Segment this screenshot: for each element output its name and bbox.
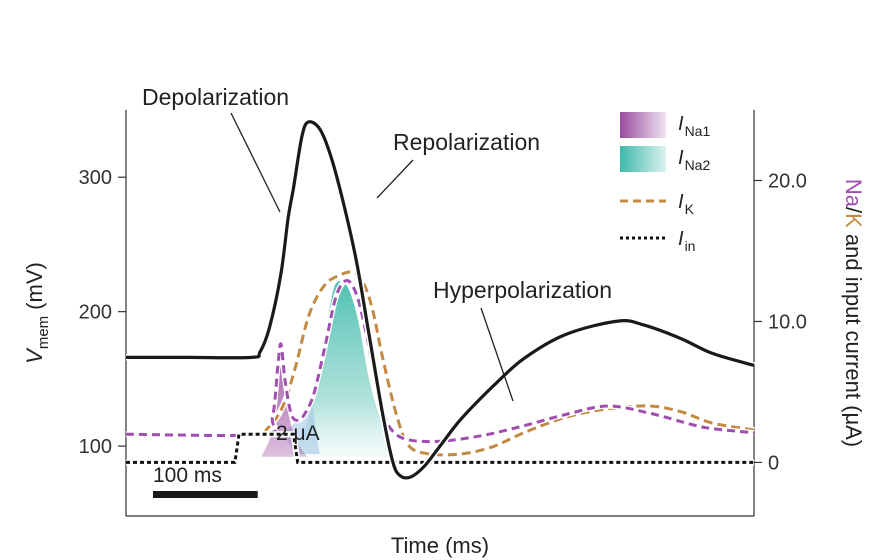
legend: INa1 INa2 IK Iin xyxy=(620,112,710,254)
right-tick-label: 20.0 xyxy=(768,170,807,192)
vmem-line xyxy=(126,120,755,480)
annotation-repolarization: Repolarization xyxy=(393,129,540,155)
series-lines xyxy=(125,118,755,482)
left-tick-label: 200 xyxy=(79,302,112,324)
right-axis-label: Na/K and input current (μA) xyxy=(841,179,866,447)
scale-bar xyxy=(153,491,258,498)
annotation-depolarization: Depolarization xyxy=(142,84,289,110)
annotation-hyperpolarization-pointer xyxy=(480,307,514,402)
x-axis-label: Time (ms) xyxy=(391,533,489,558)
legend-swatch-na1 xyxy=(620,112,666,138)
legend-label-na1: INa1 xyxy=(678,113,710,139)
pulse-label: 2 μA xyxy=(276,422,320,445)
annotation-depolarization-pointer xyxy=(230,112,281,213)
right-ticks: 0 10.0 20.0 xyxy=(754,170,807,474)
right-tick-label: 0 xyxy=(768,452,779,474)
iin-line xyxy=(126,432,754,464)
legend-label-in: Iin xyxy=(678,228,695,254)
legend-swatch-na2 xyxy=(620,146,666,172)
ik-line xyxy=(125,270,755,457)
ina-halo xyxy=(125,277,755,445)
scale-bar-label: 100 ms xyxy=(153,464,222,487)
right-tick-label: 10.0 xyxy=(768,311,807,333)
annotation-hyperpolarization: Hyperpolarization xyxy=(433,277,612,303)
ina2-fill xyxy=(293,281,394,457)
left-axis-label: Vmem(mV) xyxy=(22,262,52,364)
left-ticks: 100 200 300 xyxy=(79,167,126,458)
legend-label-k: IK xyxy=(678,191,695,217)
left-tick-label: 300 xyxy=(79,167,112,189)
left-tick-label: 100 xyxy=(79,436,112,458)
legend-label-na2: INa2 xyxy=(678,147,710,173)
annotation-repolarization-pointer xyxy=(376,159,414,199)
